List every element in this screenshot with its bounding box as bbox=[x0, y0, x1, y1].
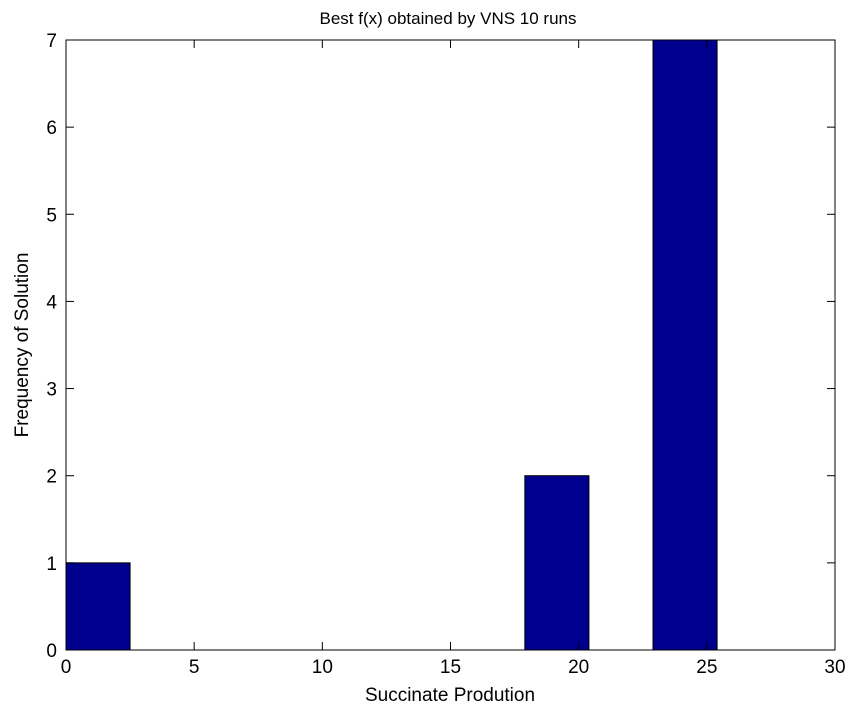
x-tick-label-1: 5 bbox=[189, 657, 200, 678]
y-tick-label-0: 0 bbox=[46, 641, 57, 662]
x-tick-label-5: 25 bbox=[696, 657, 717, 678]
y-tick-label-2: 2 bbox=[46, 467, 57, 488]
bar-2 bbox=[653, 40, 717, 650]
y-tick-label-5: 5 bbox=[46, 205, 57, 226]
x-tick-label-4: 20 bbox=[568, 657, 589, 678]
y-tick-label-3: 3 bbox=[46, 380, 57, 401]
y-tick-label-7: 7 bbox=[46, 31, 57, 52]
bar-0 bbox=[66, 563, 130, 650]
x-tick-label-0: 0 bbox=[61, 657, 72, 678]
plot-area: 0 5 10 15 20 25 30 0 1 2 3 4 5 6 7 bbox=[46, 31, 845, 678]
plot-background bbox=[66, 40, 835, 650]
y-axis-title: Frequency of Solution bbox=[12, 253, 33, 438]
y-tick-label-4: 4 bbox=[46, 292, 57, 313]
bar-1 bbox=[525, 476, 589, 650]
x-tick-label-6: 30 bbox=[824, 657, 845, 678]
chart-title: Best f(x) obtained by VNS 10 runs bbox=[319, 9, 576, 28]
x-tick-label-2: 10 bbox=[312, 657, 333, 678]
x-tick-label-3: 15 bbox=[440, 657, 461, 678]
y-tick-label-1: 1 bbox=[46, 554, 57, 575]
y-tick-label-6: 6 bbox=[46, 118, 57, 139]
x-axis-title: Succinate Prodution bbox=[365, 685, 535, 706]
